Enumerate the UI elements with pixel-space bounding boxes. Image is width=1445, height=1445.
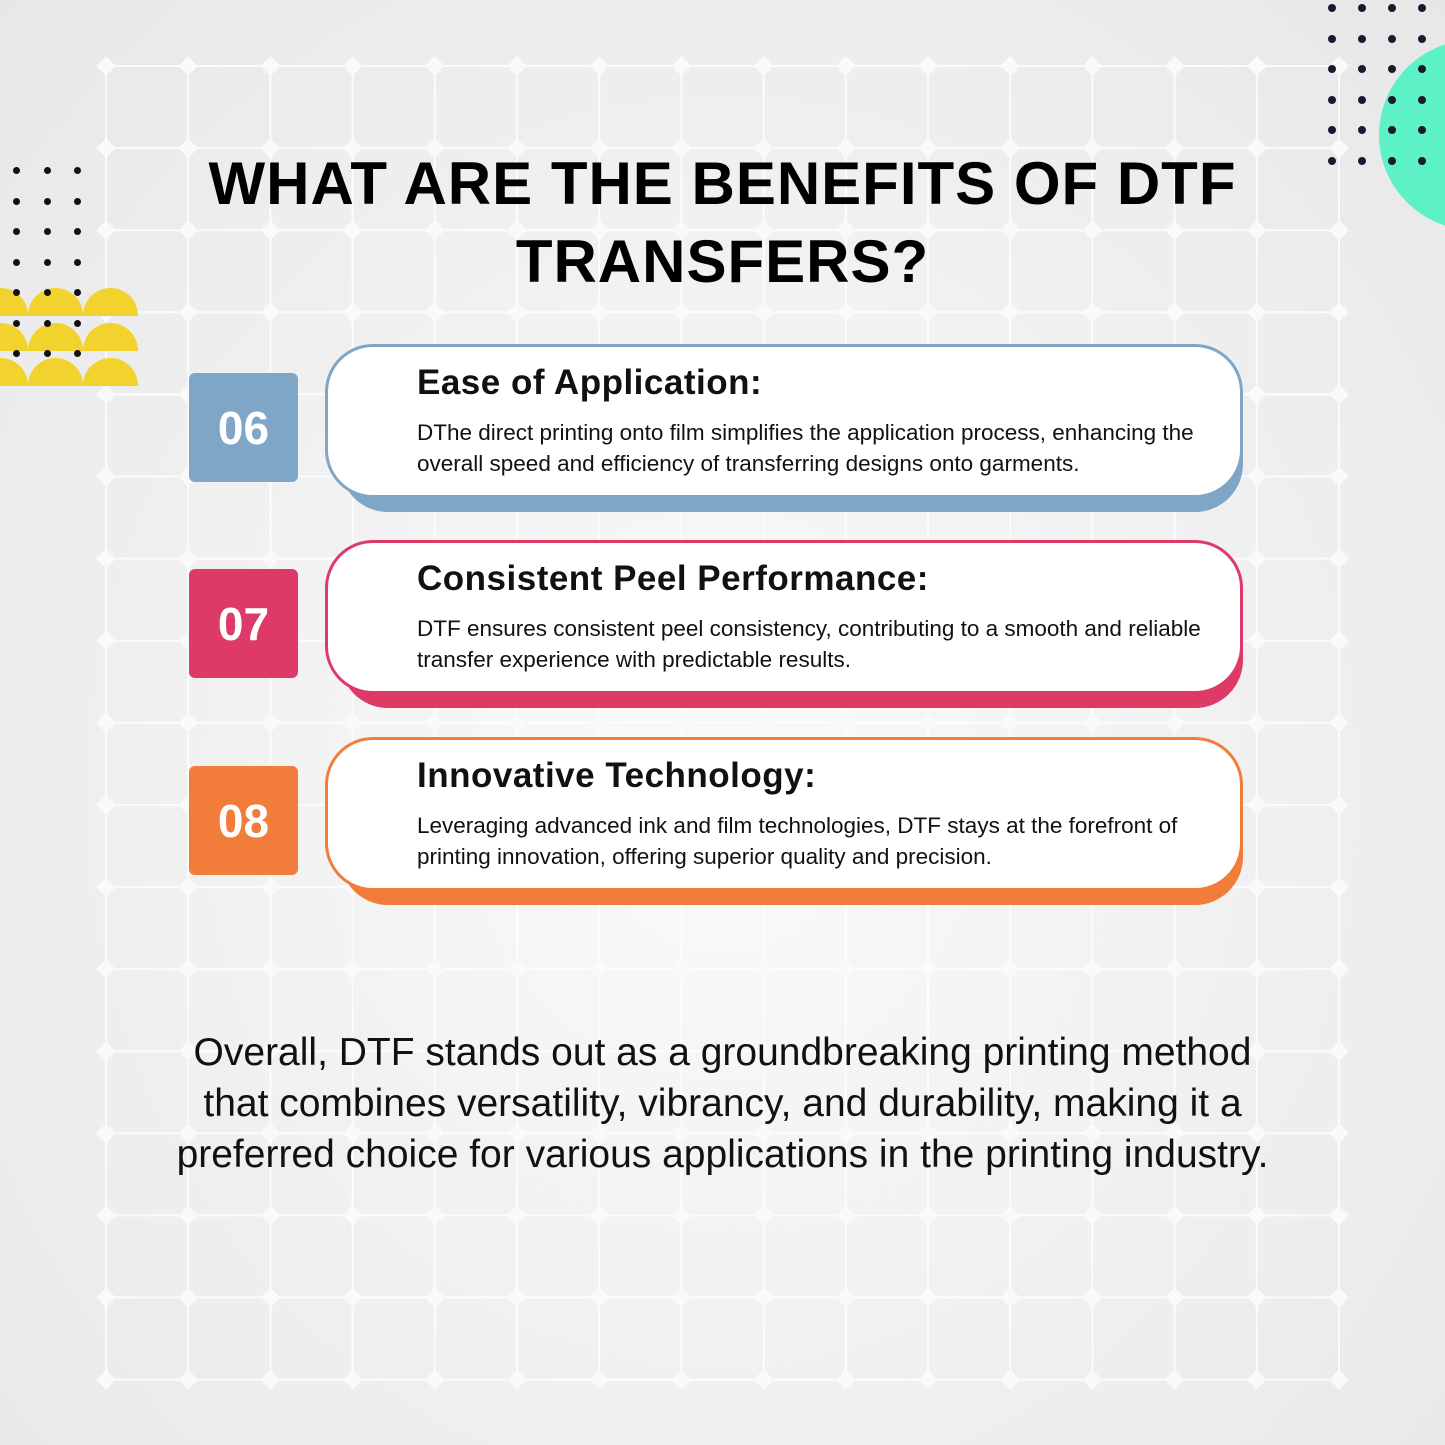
- benefit-heading: Innovative Technology:: [417, 756, 817, 795]
- benefit-description: Leveraging advanced ink and film technol…: [417, 813, 1178, 869]
- benefit-card: Consistent Peel Performance: DTF ensures…: [325, 540, 1243, 694]
- page-title: WHAT ARE THE BENEFITS OF DTF TRANSFERS?: [208, 150, 1237, 295]
- benefit-heading: Ease of Application:: [417, 363, 763, 402]
- mint-circle-decoration: [1379, 44, 1445, 226]
- benefit-card: Ease of Application: DThe direct printin…: [325, 344, 1243, 498]
- benefit-description: DThe direct printing onto film simplifie…: [417, 420, 1194, 476]
- benefit-number-badge: 08: [189, 766, 298, 875]
- right-dot-pattern: [1328, 4, 1445, 165]
- benefit-card: Innovative Technology: Leveraging advanc…: [325, 737, 1243, 891]
- benefit-number-badge: 07: [189, 569, 298, 678]
- benefit-number-badge: 06: [189, 373, 298, 482]
- summary-text: Overall, DTF stands out as a groundbreak…: [176, 1031, 1269, 1176]
- left-dot-pattern: [13, 167, 105, 357]
- yellow-semicircles-decoration: [0, 288, 145, 386]
- benefit-heading: Consistent Peel Performance:: [417, 559, 929, 598]
- benefit-description: DTF ensures consistent peel consistency,…: [417, 616, 1201, 672]
